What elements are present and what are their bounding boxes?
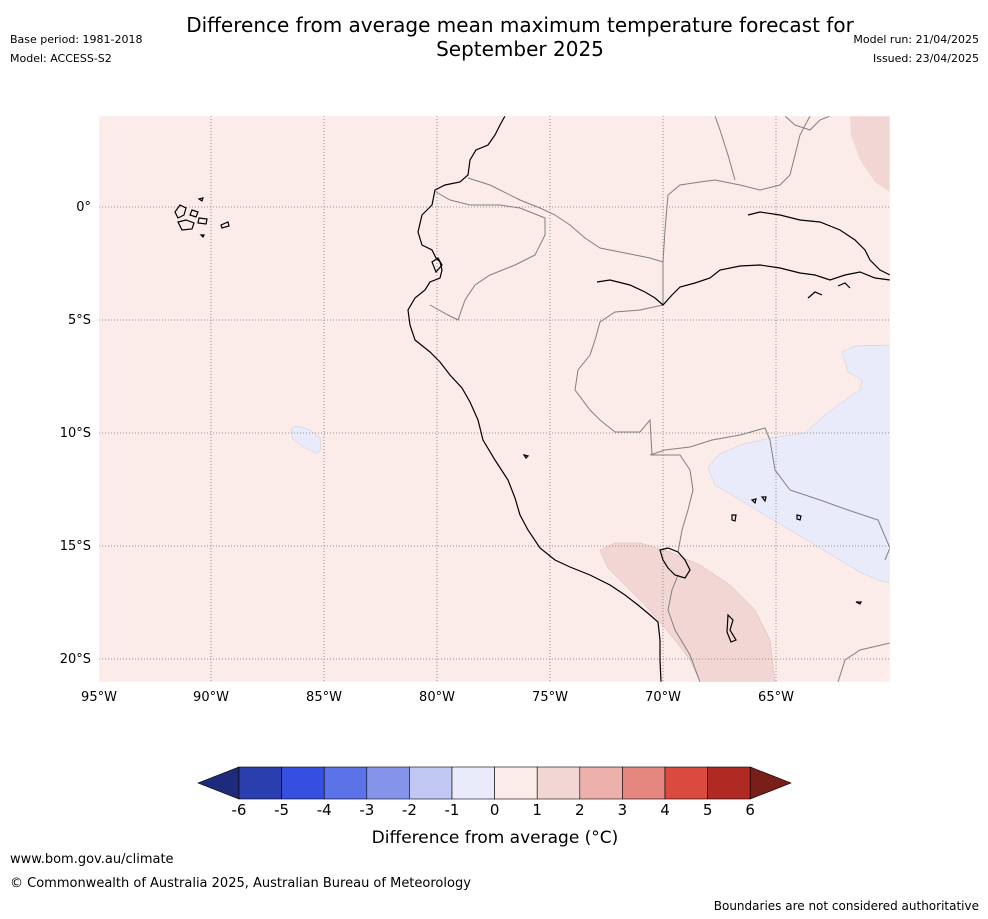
colorbar-swatch xyxy=(451,766,495,800)
colorbar-swatch xyxy=(664,766,708,800)
lon-label: 80°W xyxy=(419,690,455,705)
colorbar-tick-label: -1 xyxy=(444,801,460,819)
lon-label: 85°W xyxy=(306,690,342,705)
colorbar-swatch xyxy=(366,766,410,800)
colorbar-tick-label: -6 xyxy=(231,801,247,819)
colorbar-tick-label: -3 xyxy=(359,801,375,819)
colorbar-tick-label: 2 xyxy=(575,801,585,819)
colorbar-swatch xyxy=(536,766,581,800)
lat-label: 10°S xyxy=(60,426,91,441)
disclaimer-text: Boundaries are not considered authoritat… xyxy=(713,899,979,913)
colorbar-extend-low xyxy=(197,766,240,800)
title-line-2: September 2025 xyxy=(436,37,604,61)
colorbar-tick-label: -2 xyxy=(401,801,417,819)
colorbar-tick-label: 3 xyxy=(617,801,628,819)
map-title: Difference from average mean maximum tem… xyxy=(140,13,900,61)
colorbar-swatch xyxy=(323,766,368,800)
country-borders xyxy=(429,116,890,682)
lat-label: 5°S xyxy=(68,313,91,328)
colorbar-swatch xyxy=(494,766,538,800)
cool-patch-amazon xyxy=(707,344,890,584)
colorbar-tick-label: 1 xyxy=(532,801,542,819)
cool-patch-ocean xyxy=(291,425,322,454)
colorbar-tick-label: 5 xyxy=(702,801,713,819)
colorbar-tick-label: 6 xyxy=(745,801,755,819)
axis-labels: 95°W 90°W 85°W 80°W 75°W 70°W 65°W 0° 5°… xyxy=(60,200,794,705)
title-line-1: Difference from average mean maximum tem… xyxy=(186,13,854,37)
issued-date: Issued: 23/04/2025 xyxy=(872,52,979,65)
colorbar-swatch xyxy=(409,766,453,800)
colorbar-swatch xyxy=(238,766,282,800)
ocean-anomaly-field xyxy=(99,116,890,682)
colorbar-swatch xyxy=(707,766,751,800)
lon-label: 65°W xyxy=(758,690,794,705)
coastlines xyxy=(174,116,890,682)
copyright-text: © Commonwealth of Australia 2025, Austra… xyxy=(10,876,471,891)
website-link[interactable]: www.bom.gov.au/climate xyxy=(10,852,174,867)
colorbar-tick-label: 0 xyxy=(489,801,500,819)
base-period: Base period: 1981-2018 xyxy=(10,33,143,46)
warm-patch-altiplano xyxy=(599,542,776,682)
graticule xyxy=(99,116,890,682)
colorbar-extend-high xyxy=(749,766,792,800)
meta-right: Model run: 21/04/2025 Issued: 23/04/2025 xyxy=(853,30,979,68)
lat-label: 20°S xyxy=(60,652,91,667)
colorbar-swatch xyxy=(622,766,666,800)
lat-label: 15°S xyxy=(60,539,91,554)
colorbar-tick-label: -4 xyxy=(316,801,332,819)
colorbar-swatch xyxy=(281,766,325,800)
lon-label: 75°W xyxy=(532,690,568,705)
map-plot-area xyxy=(99,116,890,682)
lon-label: 70°W xyxy=(645,690,681,705)
lon-label: 95°W xyxy=(81,690,117,705)
colorbar-label: Difference from average (°C) xyxy=(371,828,619,848)
lat-label: 0° xyxy=(76,200,91,215)
colorbar xyxy=(197,766,792,800)
colorbar-tick-label: 4 xyxy=(660,801,670,819)
colorbar-swatch xyxy=(579,766,623,800)
meta-left: Base period: 1981-2018 Model: ACCESS-S2 xyxy=(10,30,142,68)
colorbar-tick-label: -5 xyxy=(274,801,290,819)
lon-label: 90°W xyxy=(193,690,229,705)
model-name: Model: ACCESS-S2 xyxy=(10,52,112,65)
model-run: Model run: 21/04/2025 xyxy=(853,33,979,46)
warm-patch-north xyxy=(850,116,890,192)
